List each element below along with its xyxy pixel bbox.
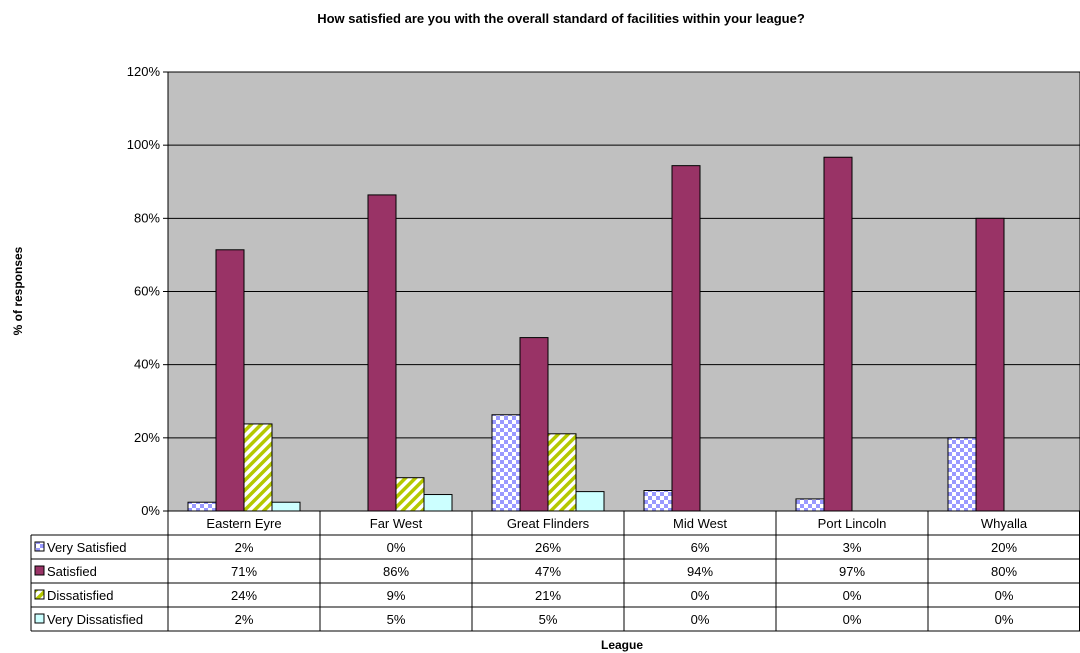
data-label: 0% — [843, 588, 862, 603]
bar-very-satisfied — [643, 490, 673, 512]
legend-swatch — [34, 613, 45, 624]
bar-very-satisfied — [795, 498, 825, 512]
data-label: 80% — [991, 564, 1017, 579]
bars — [187, 156, 1005, 512]
x-tick-label: Whyalla — [981, 516, 1028, 531]
data-label: 3% — [843, 540, 862, 555]
legend-swatch — [34, 589, 45, 600]
data-label: 0% — [691, 588, 710, 603]
data-label: 5% — [387, 612, 406, 627]
data-table: Eastern Eyre Far West Great Flinders Mid We… — [30, 511, 1080, 632]
y-tick-label: 120% — [127, 64, 161, 79]
gridlines — [168, 144, 1080, 439]
y-tick-label: 40% — [134, 357, 160, 372]
y-axis: 0% 20% 40% 60% 80% 100% 120% — [127, 64, 168, 518]
bar-satisfied — [823, 156, 853, 512]
data-label: 47% — [535, 564, 561, 579]
data-label: 2% — [235, 612, 254, 627]
x-axis-title: League — [601, 638, 643, 652]
legend-swatch — [34, 541, 45, 552]
data-label: 0% — [843, 612, 862, 627]
legend-entry: Very Satisfied — [47, 540, 127, 555]
x-tick-label: Great Flinders — [507, 516, 590, 531]
x-tick-label: Far West — [370, 516, 423, 531]
y-tick-label: 80% — [134, 210, 160, 225]
bar-satisfied — [671, 165, 701, 512]
legend-entry: Very Dissatisfied — [47, 612, 143, 627]
chart-title: How satisfied are you with the overall s… — [317, 11, 805, 26]
data-label: 97% — [839, 564, 865, 579]
data-label: 2% — [235, 540, 254, 555]
data-label: 24% — [231, 588, 257, 603]
bar-dissatisfied — [395, 477, 425, 512]
bar-satisfied — [367, 194, 397, 512]
bar-very-dissatisfied — [575, 491, 605, 512]
legend-entry: Satisfied — [47, 564, 97, 579]
bar-very-dissatisfied — [423, 494, 453, 512]
data-label: 21% — [535, 588, 561, 603]
bar-satisfied — [519, 337, 549, 512]
bar-satisfied — [975, 217, 1005, 512]
y-tick-label: 0% — [141, 503, 160, 518]
data-label: 5% — [539, 612, 558, 627]
data-label: 0% — [995, 612, 1014, 627]
bar-very-satisfied — [491, 414, 521, 512]
bar-very-dissatisfied — [271, 501, 301, 512]
bar-satisfied — [215, 249, 245, 512]
bar-very-satisfied — [187, 501, 217, 512]
data-label: 9% — [387, 588, 406, 603]
data-label: 0% — [691, 612, 710, 627]
data-label: 20% — [991, 540, 1017, 555]
y-tick-label: 20% — [134, 430, 160, 445]
x-tick-label: Mid West — [673, 516, 727, 531]
data-label: 94% — [687, 564, 713, 579]
data-label: 0% — [387, 540, 406, 555]
x-tick-label: Port Lincoln — [818, 516, 887, 531]
bar-dissatisfied — [547, 433, 577, 512]
legend-entry: Dissatisfied — [47, 588, 113, 603]
data-label: 71% — [231, 564, 257, 579]
y-axis-title: % of responses — [11, 246, 25, 335]
y-tick-label: 100% — [127, 137, 161, 152]
bar-dissatisfied — [243, 423, 273, 512]
data-label: 86% — [383, 564, 409, 579]
x-tick-label: Eastern Eyre — [206, 516, 281, 531]
data-label: 26% — [535, 540, 561, 555]
bar-very-satisfied — [947, 437, 977, 512]
legend-swatch — [34, 565, 45, 576]
data-label: 6% — [691, 540, 710, 555]
y-tick-label: 60% — [134, 284, 160, 299]
data-label: 0% — [995, 588, 1014, 603]
